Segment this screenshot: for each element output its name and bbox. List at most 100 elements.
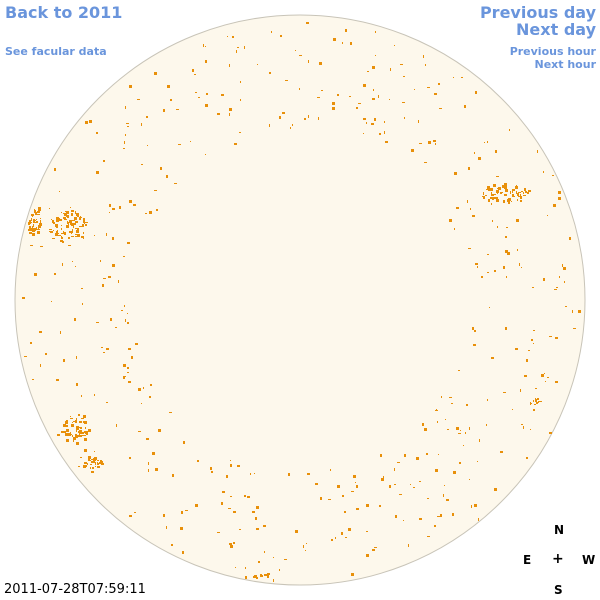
facula-speck [182, 551, 184, 554]
facula-speck [84, 223, 85, 224]
facula-speck [131, 356, 133, 359]
facula-speck [394, 45, 395, 46]
facula-speck [492, 199, 494, 200]
facula-speck [458, 433, 461, 434]
facula-speck [63, 231, 64, 234]
facula-speck [80, 427, 82, 429]
facula-speck [363, 133, 364, 134]
facula-speck [400, 64, 403, 65]
facula-speck [73, 424, 74, 425]
facula-speck [123, 364, 126, 367]
facula-speck [76, 442, 79, 445]
facula-speck [149, 396, 151, 398]
facula-speck [256, 506, 259, 509]
facula-speck [402, 102, 405, 103]
facula-speck [190, 141, 191, 142]
facula-speck [83, 433, 84, 434]
facula-speck [425, 64, 426, 66]
facula-speck [356, 107, 358, 109]
facula-speck [106, 348, 109, 350]
facula-speck [424, 162, 427, 163]
facula-speck [83, 232, 84, 234]
facula-speck [422, 423, 424, 426]
facula-speck [183, 441, 185, 444]
facula-speck [520, 389, 521, 392]
compass-north-label: N [554, 523, 565, 537]
next-hour-link[interactable]: Next hour [534, 58, 597, 71]
facula-speck [51, 219, 52, 220]
facula-speck [194, 74, 196, 75]
facula-speck [147, 145, 148, 146]
facula-speck [75, 234, 77, 235]
solar-disk [14, 14, 586, 586]
facula-speck [82, 435, 84, 436]
facula-speck [496, 190, 499, 193]
facula-speck [171, 544, 173, 546]
facula-speck [358, 103, 361, 104]
facula-speck [461, 77, 463, 78]
facula-speck [68, 433, 71, 436]
previous-day-link[interactable]: Previous day [479, 3, 596, 22]
back-to-year-link[interactable]: Back to 2011 [5, 3, 123, 22]
facula-speck [517, 193, 519, 196]
facula-speck [279, 116, 281, 119]
facula-speck [543, 171, 544, 173]
facula-speck [127, 126, 129, 127]
facula-speck [527, 192, 529, 194]
facula-speck [256, 528, 259, 530]
facula-speck [52, 220, 54, 223]
facula-speck [478, 518, 479, 521]
next-day-link[interactable]: Next day [516, 20, 596, 39]
facula-speck [37, 211, 40, 213]
previous-hour-link[interactable]: Previous hour [509, 45, 596, 58]
facula-speck [76, 356, 77, 359]
facula-speck [285, 80, 288, 81]
facula-speck [56, 217, 59, 219]
facula-speck [543, 278, 545, 281]
facula-speck [308, 60, 309, 63]
facula-speck [403, 520, 404, 521]
facula-speck [32, 234, 35, 236]
facula-speck [71, 231, 73, 233]
facula-speck [244, 46, 245, 49]
facula-speck [488, 190, 490, 191]
facula-speck [372, 549, 375, 551]
facula-speck [205, 154, 206, 155]
facula-speck [64, 217, 66, 220]
facula-speck [155, 468, 158, 471]
facula-speck [84, 431, 86, 433]
see-facular-data-link[interactable]: See facular data [5, 45, 107, 58]
facula-speck [52, 238, 55, 239]
facula-speck [237, 47, 239, 48]
facula-speck [234, 143, 237, 145]
facula-speck [77, 216, 79, 217]
facula-speck [66, 439, 69, 442]
facula-speck [525, 191, 527, 193]
facula-speck [67, 221, 68, 224]
facula-speck [95, 463, 96, 465]
facula-speck [515, 186, 518, 189]
facula-speck [526, 359, 528, 362]
facula-speck [333, 38, 336, 41]
facula-speck [75, 211, 76, 214]
facula-speck [109, 212, 110, 213]
facula-speck [61, 225, 62, 226]
facula-speck [129, 515, 132, 517]
facula-speck [129, 457, 131, 459]
facula-speck [86, 432, 88, 435]
facula-speck [222, 491, 225, 493]
facula-speck [477, 266, 478, 268]
facula-speck [75, 236, 77, 237]
facula-speck [66, 425, 68, 427]
facula-speck [92, 467, 94, 469]
facula-speck [123, 256, 125, 257]
facula-speck [185, 510, 188, 511]
facula-speck [468, 167, 470, 170]
facula-speck [67, 211, 69, 213]
facula-speck [121, 310, 123, 311]
facula-speck [264, 551, 265, 553]
facula-speck [229, 64, 230, 67]
facula-speck [504, 186, 507, 189]
facula-speck [76, 427, 79, 430]
